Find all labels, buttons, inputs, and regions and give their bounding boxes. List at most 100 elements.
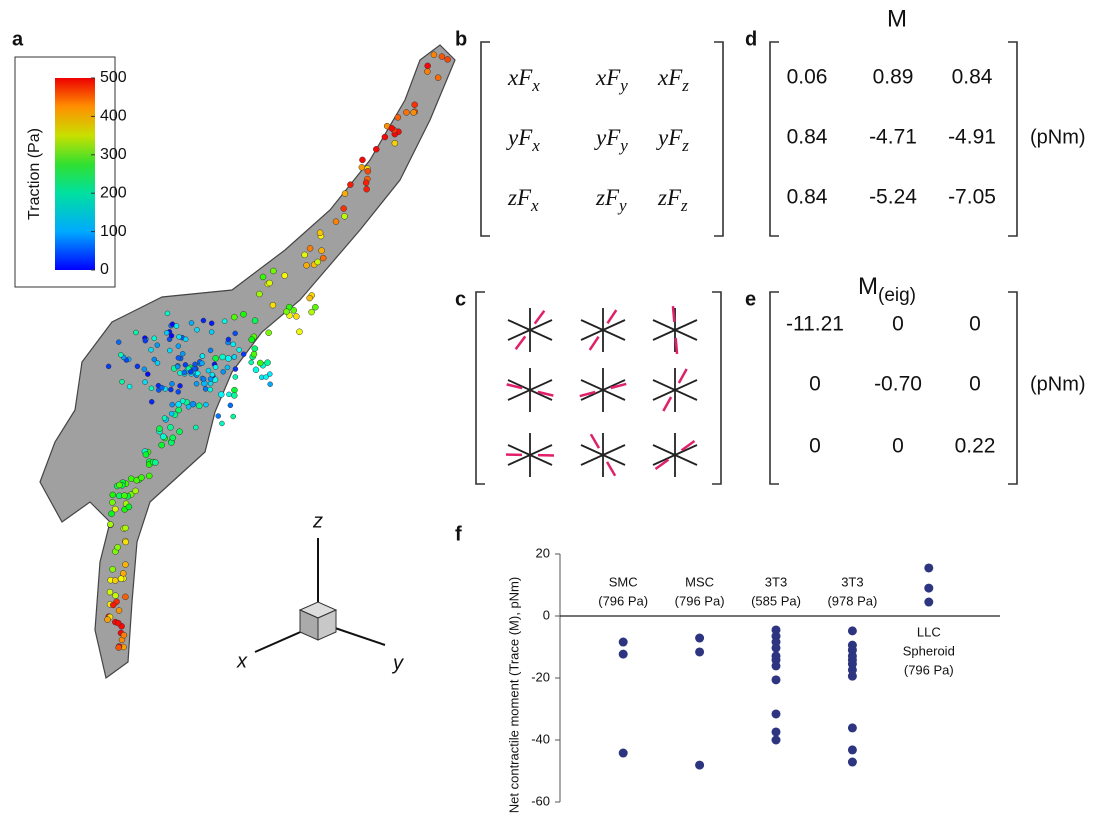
traction-glyph — [176, 428, 183, 435]
panel-label: f — [455, 523, 462, 545]
traction-glyph — [341, 190, 349, 197]
traction-glyph — [265, 329, 272, 336]
traction-glyph — [167, 424, 174, 431]
traction-glyph — [148, 347, 154, 353]
cube-right — [317, 609, 337, 641]
matrix-entry: xFx — [507, 65, 540, 95]
traction-glyph — [202, 386, 209, 392]
traction-glyph — [225, 355, 232, 362]
axis-label: y — [391, 652, 404, 674]
data-point — [847, 757, 857, 767]
traction-glyph — [144, 371, 151, 377]
matrix-entry: 0.89 — [873, 66, 914, 89]
traction-glyph — [207, 347, 214, 354]
panel-label: b — [455, 28, 467, 50]
traction-glyph — [188, 320, 195, 326]
entry-sub: z — [681, 136, 689, 155]
category-label: (796 Pa) — [904, 662, 954, 677]
traction-glyph — [109, 491, 117, 499]
traction-glyph — [158, 441, 165, 449]
matrix-bracket — [475, 291, 722, 485]
traction-glyph — [161, 415, 168, 421]
traction-glyph — [159, 384, 165, 391]
traction-glyph — [362, 179, 370, 187]
matrix-entry: -11.21 — [786, 313, 844, 336]
panel-label: e — [745, 288, 756, 310]
traction-glyph — [218, 391, 225, 398]
data-point — [618, 649, 628, 659]
matrix-entry: 0 — [969, 373, 981, 396]
traction-glyph — [160, 433, 167, 440]
traction-glyph — [181, 369, 188, 376]
traction-glyph — [266, 279, 273, 287]
matrix-e: -11.21 0 0 0 -0.70 0 0 0 0.22 — [786, 313, 995, 458]
traction-glyph — [225, 336, 232, 343]
traction-glyph — [115, 339, 122, 345]
matrix-entry: yFx — [506, 125, 540, 155]
data-point — [847, 626, 857, 636]
data-point — [847, 665, 857, 675]
data-point — [771, 625, 781, 635]
matrix-title-main: M — [858, 273, 878, 300]
traction-glyph — [166, 347, 173, 354]
category-label: MSC — [685, 574, 714, 589]
force-arrow — [506, 383, 523, 390]
traction-glyph — [173, 323, 180, 329]
force-arrow — [605, 461, 617, 477]
traction-glyph — [221, 318, 228, 324]
matrix-entry: 0.84 — [787, 186, 828, 209]
traction-glyph — [168, 410, 175, 417]
force-arrow — [588, 335, 600, 351]
traction-glyph — [125, 503, 133, 511]
diagram-c — [505, 305, 698, 477]
traction-glyph — [381, 133, 389, 141]
traction-glyph — [193, 424, 199, 431]
traction-glyph — [148, 399, 155, 405]
matrix-entry: -0.70 — [874, 373, 922, 396]
traction-glyph — [430, 51, 438, 58]
data-point — [924, 563, 934, 573]
matrix-entry: 0 — [969, 313, 981, 336]
matrix-entry: zFx — [507, 185, 539, 215]
y-axis-label: Net contractile moment (Trace (M), pNm) — [506, 577, 521, 813]
traction-glyph — [132, 487, 139, 495]
traction-glyph — [179, 351, 186, 357]
traction-glyph — [109, 601, 117, 609]
category-label: (585 Pa) — [751, 593, 801, 608]
traction-glyph — [105, 363, 112, 370]
unit: (pNm) — [1030, 373, 1086, 395]
matrix-entry: zFy — [595, 185, 627, 215]
traction-glyph — [283, 308, 290, 315]
traction-glyph — [104, 616, 111, 623]
matrix-entry: 0.22 — [955, 435, 996, 458]
traction-glyph — [168, 332, 175, 339]
traction-glyph — [220, 369, 226, 375]
matrix-title-sub: (eig) — [878, 285, 916, 306]
entry-sub: x — [531, 76, 540, 95]
traction-glyph — [301, 251, 308, 259]
traction-glyph — [312, 303, 319, 311]
traction-glyph — [341, 213, 348, 220]
traction-glyph — [240, 351, 247, 357]
matrix-entry: -5.24 — [869, 186, 917, 209]
traction-glyph — [224, 364, 231, 371]
traction-glyph — [219, 420, 225, 427]
traction-glyph — [164, 310, 171, 317]
traction-glyph — [358, 164, 366, 171]
panel-label: c — [455, 288, 466, 310]
traction-glyph — [434, 74, 442, 81]
axis-star — [652, 319, 698, 341]
traction-glyph — [122, 561, 129, 568]
traction-glyph — [332, 218, 340, 225]
traction-glyph — [122, 538, 129, 546]
traction-glyph — [230, 341, 236, 348]
data-point — [771, 727, 781, 737]
traction-glyph — [169, 401, 175, 408]
traction-glyph — [142, 379, 148, 385]
entry-sub: z — [680, 196, 688, 215]
category-label: LLC — [917, 624, 941, 639]
axis-star — [507, 379, 553, 401]
traction-glyph — [306, 294, 313, 302]
traction-glyph — [142, 451, 150, 458]
